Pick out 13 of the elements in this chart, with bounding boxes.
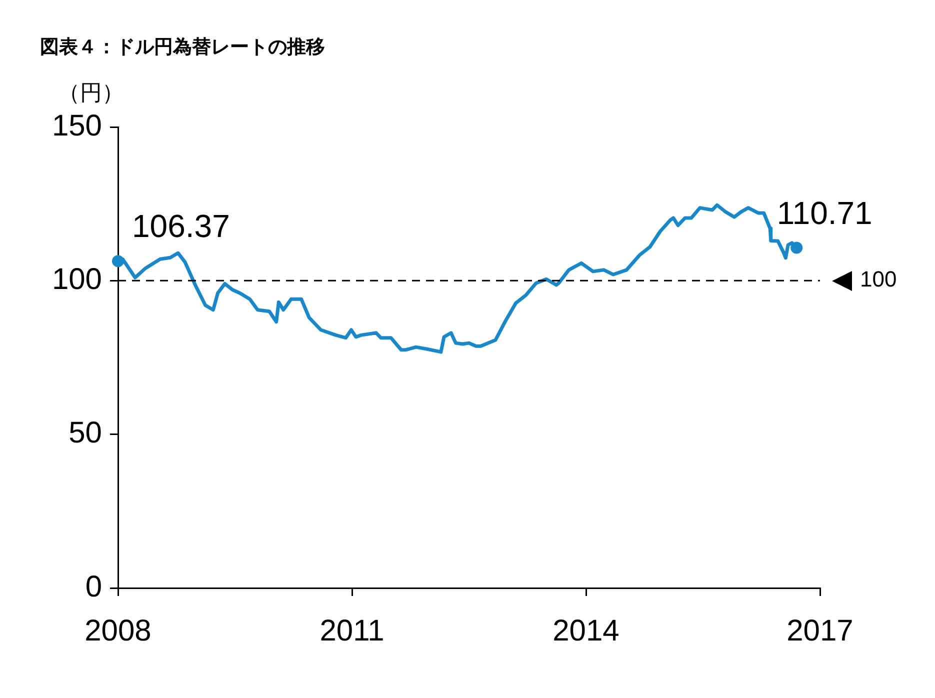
- x-tick-label: 2008: [84, 614, 152, 648]
- ref-line-label: 100: [860, 266, 897, 292]
- annotation: 110.71: [776, 194, 872, 231]
- annotation: 106.37: [132, 208, 230, 244]
- y-tick-label: 50: [68, 416, 102, 450]
- y-tick-label: 0: [85, 570, 102, 604]
- x-tick-label: 2014: [552, 614, 620, 648]
- x-tick-label: 2017: [786, 614, 854, 648]
- y-tick-label: 150: [52, 109, 102, 142]
- x-tick-label: 2011: [320, 614, 384, 648]
- y-tick-label: 100: [52, 262, 102, 296]
- y-axis-title: （円）: [58, 79, 124, 107]
- chart-title: 図表４：ドル円為替レートの推移: [40, 35, 325, 60]
